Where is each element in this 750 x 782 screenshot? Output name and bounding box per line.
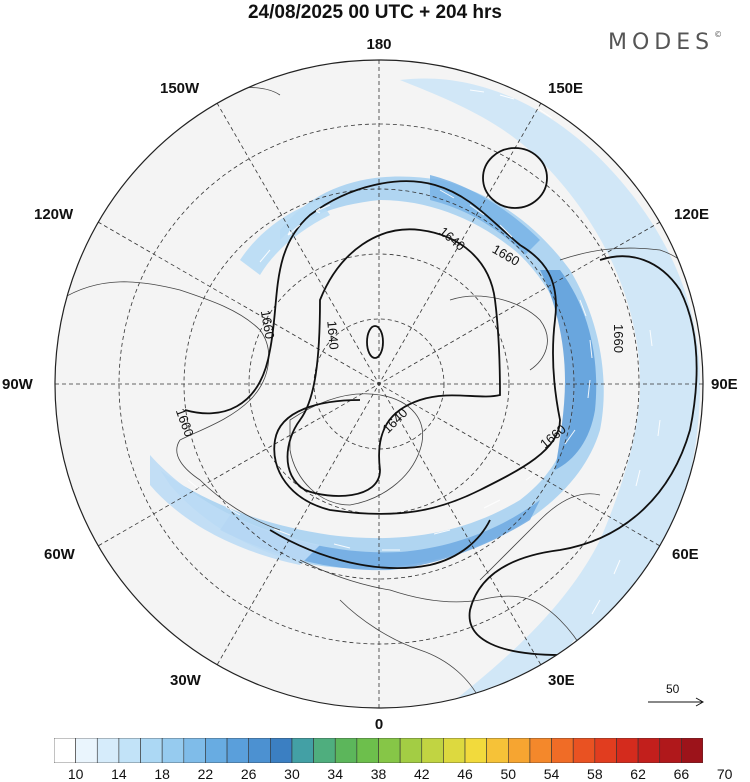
contour-label: 1660 [611,324,626,353]
colorbar-cell [399,738,423,763]
colorbar-cell [572,738,596,763]
reference-vector-value: 50 [666,682,680,696]
colorbar-label: 42 [413,766,430,782]
colorbar-label: 10 [67,766,84,782]
colorbar-cell [140,738,163,763]
lon-label-0: 0 [374,716,384,733]
colorbar-label: 22 [197,766,214,782]
map-title: 24/08/2025 00 UTC + 204 hrs [247,2,503,23]
colorbar-cell [270,738,293,763]
colorbar-cell [75,738,98,763]
colorbar-cell [54,738,76,763]
reference-vector-arrow [648,697,704,707]
colorbar-cell [183,738,206,763]
colorbar-label: 14 [111,766,127,782]
colorbar [54,738,703,763]
lon-label-150w: 150W [160,80,200,97]
lon-label-90w: 90W [2,376,33,393]
colorbar-cell [96,738,120,763]
coastlines [59,87,701,701]
jet-band-west [150,455,320,565]
colorbar-label: 66 [673,766,690,782]
colorbar-cell [594,738,617,763]
colorbar-label: 54 [543,766,560,782]
colorbar-label: 50 [500,766,517,782]
contour-1660-outer [184,180,561,515]
colorbar-cell [161,738,185,763]
colorbar-cell [637,738,661,763]
colorbar-label: 18 [154,766,170,782]
colorbar-cell [681,738,703,763]
contour-label: 1640 [324,320,341,350]
brand-logo: MODES© [608,30,722,55]
colorbar-cell [551,738,574,763]
colorbar-label: 34 [327,766,344,782]
colorbar-label: 46 [457,766,473,782]
colorbar-cell [421,738,444,763]
colorbar-cell [464,738,487,763]
colorbar-cell [334,738,358,763]
colorbar-cell [356,738,379,763]
colorbar-cell [659,738,682,763]
contour-label: 1660 [258,309,278,340]
colorbar-cell [443,738,466,763]
height-contours [184,147,698,656]
colorbar-label: 26 [240,766,257,782]
map-boundary [54,59,704,709]
lon-label-120w: 120W [34,206,74,223]
lon-label-30w: 30W [170,672,201,689]
colorbar-cell [291,738,314,763]
contour-closed-low-east [482,147,548,209]
colorbar-cell [507,738,531,763]
wind-vectors [187,89,661,653]
colorbar-cell [378,738,401,763]
brand-name: MODES [608,30,715,55]
colorbar-label: 70 [716,766,733,782]
colorbar-cell [226,738,250,763]
colorbar-cell [529,738,552,763]
contour-1660-south [269,519,491,569]
colorbar-cell [248,738,271,763]
colorbar-cell [205,738,228,763]
jet-core-east [540,270,597,470]
colorbar-label: 38 [370,766,387,782]
lon-label-60e: 60E [672,546,699,563]
colorbar-label: 30 [284,766,300,782]
contour-1660-east [468,255,698,656]
lon-label-30e: 30E [548,672,575,689]
lon-label-60w: 60W [44,546,75,563]
jet-band-northwest [240,200,330,275]
lon-label-120e: 120E [674,206,710,223]
colorbar-label: 62 [630,766,646,782]
colorbar-cell [616,738,639,763]
colorbar-cell [118,738,141,763]
brand-mark: © [714,30,723,39]
colorbar-label: 58 [587,766,603,782]
contour-closed-low-pole [366,325,384,359]
lon-label-90e: 90E [711,376,738,393]
jet-band-outer [400,78,700,708]
contour-1640-inner [286,228,501,497]
lon-label-150e: 150E [548,80,584,97]
colorbar-cell [313,738,336,763]
lon-label-180: 180 [366,36,392,53]
colorbar-cell [486,738,509,763]
